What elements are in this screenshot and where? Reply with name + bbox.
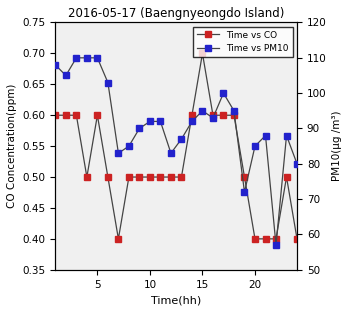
Time vs CO xyxy=(106,175,110,179)
Time vs CO xyxy=(116,237,120,241)
Time vs CO xyxy=(95,113,99,117)
Time vs CO xyxy=(85,175,89,179)
Time vs CO xyxy=(200,51,205,55)
Time vs PM10 xyxy=(179,137,184,141)
Time vs PM10 xyxy=(148,119,152,123)
Time vs PM10 xyxy=(284,134,289,137)
Time vs CO xyxy=(243,175,247,179)
Time vs PM10 xyxy=(274,243,278,247)
Time vs CO xyxy=(158,175,163,179)
Time vs PM10 xyxy=(200,109,205,113)
Time vs PM10 xyxy=(116,151,120,155)
Time vs CO xyxy=(64,113,68,117)
Time vs CO xyxy=(190,113,194,117)
Time vs CO xyxy=(211,113,215,117)
Time vs PM10 xyxy=(158,119,163,123)
Time vs PM10 xyxy=(221,91,225,95)
Time vs CO xyxy=(148,175,152,179)
Time vs CO xyxy=(127,175,131,179)
Time vs PM10 xyxy=(253,144,257,148)
Line: Time vs PM10: Time vs PM10 xyxy=(53,55,300,248)
Time vs CO xyxy=(137,175,141,179)
Time vs PM10 xyxy=(53,63,58,67)
Time vs CO xyxy=(221,113,225,117)
Line: Time vs CO: Time vs CO xyxy=(53,51,300,242)
Y-axis label: PM10(μg /m³): PM10(μg /m³) xyxy=(332,111,342,181)
Time vs PM10 xyxy=(232,109,236,113)
Time vs PM10 xyxy=(95,56,99,60)
Time vs PM10 xyxy=(243,190,247,194)
Time vs PM10 xyxy=(127,144,131,148)
Y-axis label: CO Concentration(ppm): CO Concentration(ppm) xyxy=(7,84,17,208)
Legend: Time vs CO, Time vs PM10: Time vs CO, Time vs PM10 xyxy=(193,27,292,57)
Time vs CO xyxy=(169,175,173,179)
Time vs CO xyxy=(179,175,184,179)
Title: 2016-05-17 (Baengnyeongdo Island): 2016-05-17 (Baengnyeongdo Island) xyxy=(68,7,284,20)
Time vs PM10 xyxy=(106,81,110,85)
Time vs PM10 xyxy=(85,56,89,60)
X-axis label: Time(hh): Time(hh) xyxy=(151,295,201,305)
Time vs CO xyxy=(295,237,299,241)
Time vs CO xyxy=(74,113,79,117)
Time vs PM10 xyxy=(169,151,173,155)
Time vs CO xyxy=(253,237,257,241)
Time vs PM10 xyxy=(263,134,268,137)
Time vs PM10 xyxy=(295,162,299,166)
Time vs PM10 xyxy=(137,127,141,130)
Time vs PM10 xyxy=(190,119,194,123)
Time vs CO xyxy=(263,237,268,241)
Time vs PM10 xyxy=(74,56,79,60)
Time vs CO xyxy=(284,175,289,179)
Time vs PM10 xyxy=(211,116,215,120)
Time vs CO xyxy=(53,113,58,117)
Time vs PM10 xyxy=(64,74,68,77)
Time vs CO xyxy=(274,237,278,241)
Time vs CO xyxy=(232,113,236,117)
